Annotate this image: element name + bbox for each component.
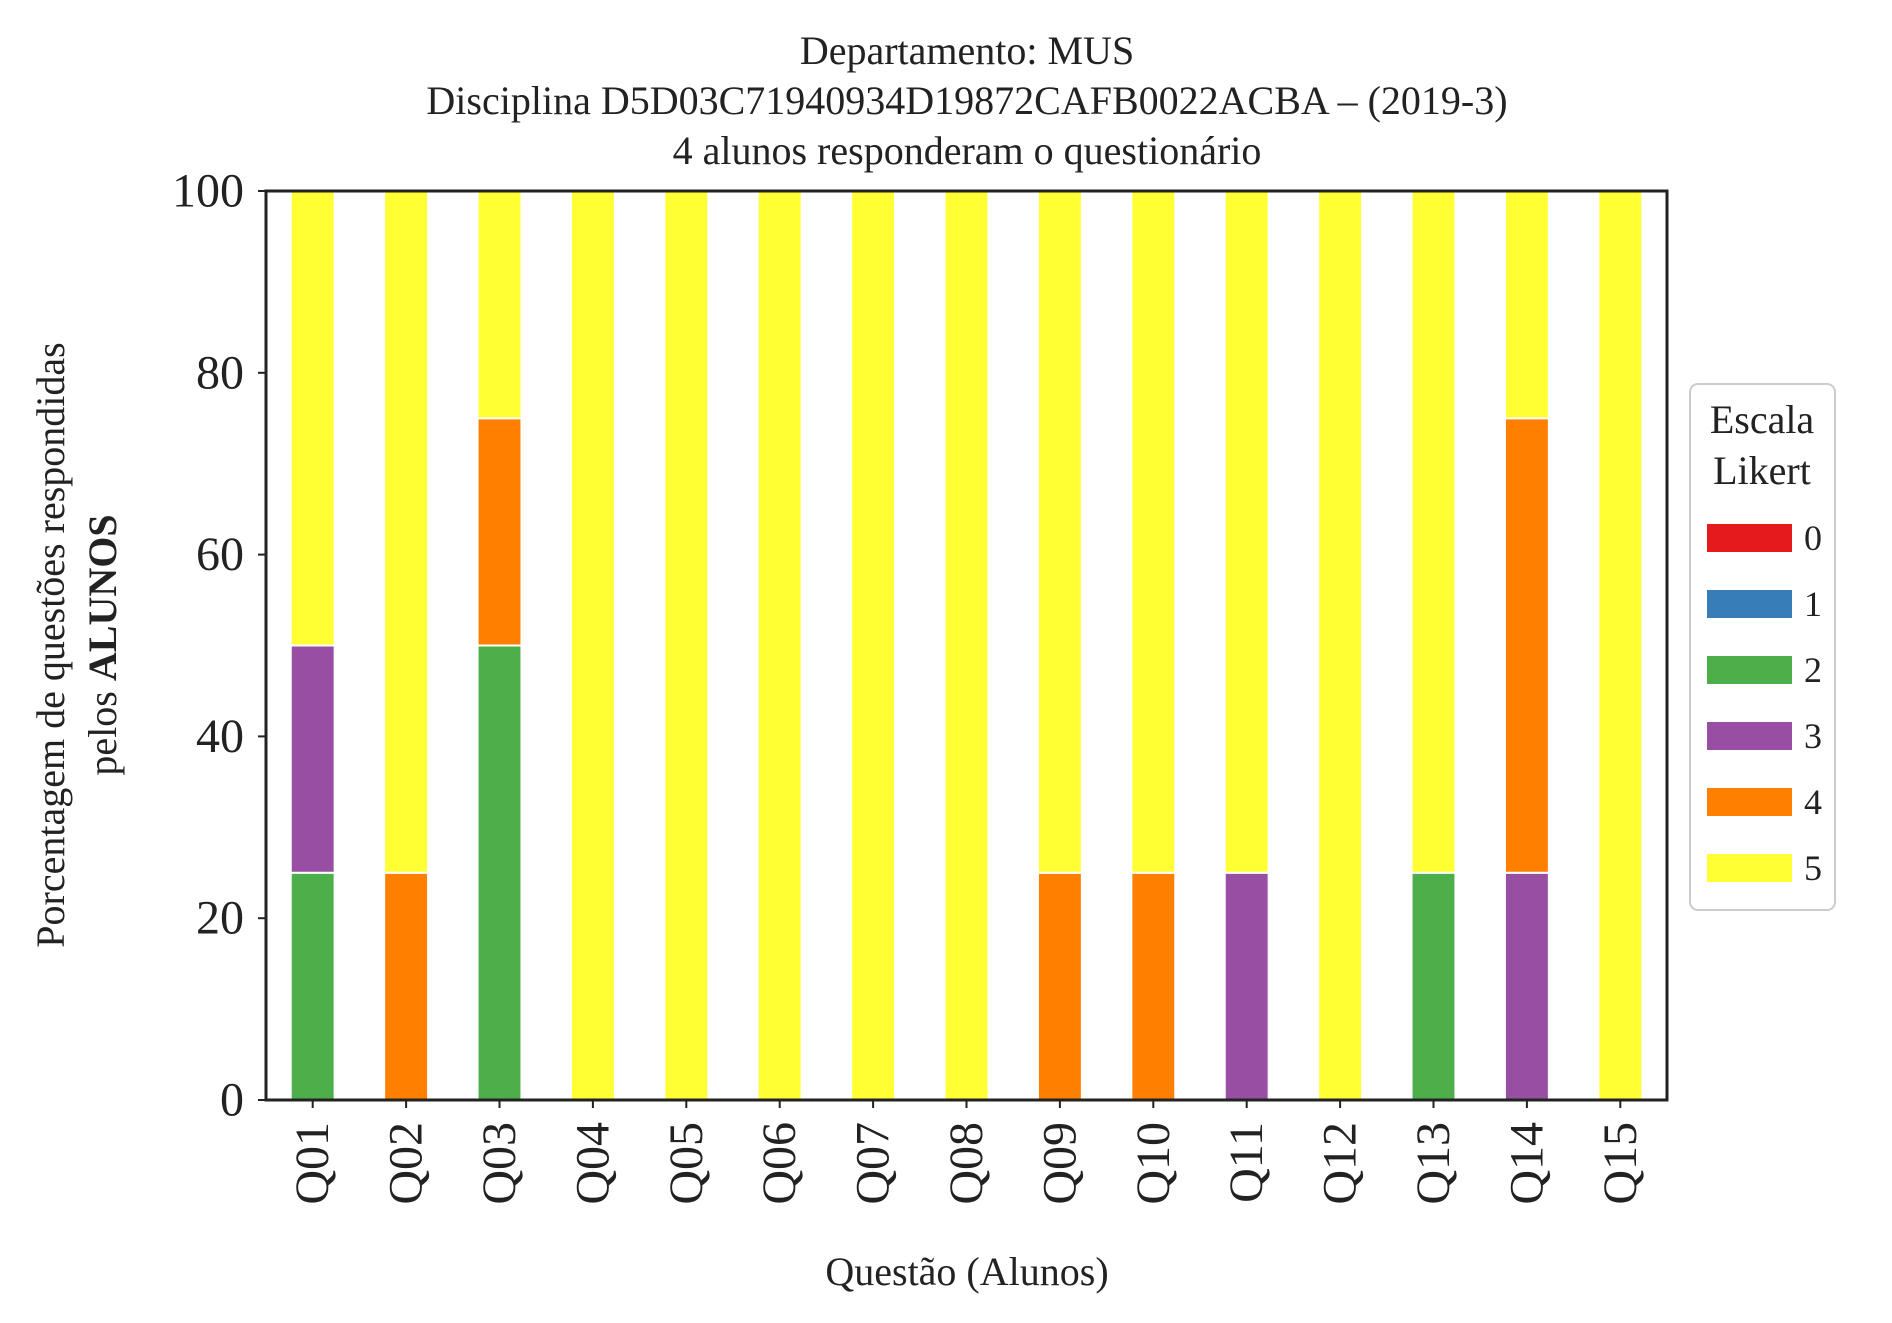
- legend-label-4: 4: [1804, 782, 1822, 822]
- legend-label-0: 0: [1804, 518, 1822, 558]
- x-tick-label: Q13: [1407, 1122, 1460, 1205]
- bar-Q05-likert-5: [663, 190, 710, 1101]
- bar-Q03-likert-2: [476, 644, 523, 1101]
- legend-swatch-0: [1707, 524, 1792, 552]
- legend-swatch-5: [1707, 854, 1792, 882]
- bars-group: [289, 190, 1644, 1101]
- chart-title-line-1: Departamento: MUS: [800, 28, 1134, 73]
- legend-frame: [1689, 383, 1836, 911]
- x-tick-label: Q02: [380, 1122, 433, 1205]
- bar-Q14-likert-3: [1503, 871, 1550, 1101]
- legend-label-2: 2: [1804, 650, 1822, 690]
- bar-Q01-likert-5: [289, 190, 336, 647]
- x-tick-label: Q03: [473, 1122, 526, 1205]
- bar-Q02-likert-4: [383, 871, 430, 1101]
- x-tick-label: Q04: [566, 1122, 619, 1205]
- bar-Q01-likert-2: [289, 871, 336, 1101]
- bar-Q10-likert-5: [1130, 190, 1177, 874]
- chart-title-line-2: Disciplina D5D03C71940934D19872CAFB0022A…: [426, 78, 1507, 123]
- y-tick-label: 80: [196, 346, 244, 399]
- legend-swatch-2: [1707, 656, 1792, 684]
- bar-Q07-likert-5: [850, 190, 897, 1101]
- legend: Escala Likert 0 1 2 3 4 5: [1689, 383, 1836, 911]
- y-axis-label-bold: ALUNOS: [80, 514, 125, 681]
- legend-swatch-4: [1707, 788, 1792, 816]
- bar-Q09-likert-4: [1036, 871, 1083, 1101]
- bar-Q02-likert-5: [383, 190, 430, 874]
- bar-Q04-likert-5: [569, 190, 616, 1101]
- bar-Q13-likert-2: [1410, 871, 1457, 1101]
- y-tick-label: 100: [172, 165, 244, 218]
- x-tick-label: Q07: [847, 1122, 900, 1205]
- legend-title-line-1: Escala: [1710, 397, 1815, 442]
- legend-label-3: 3: [1804, 716, 1822, 756]
- bar-Q08-likert-5: [943, 190, 990, 1101]
- x-tick-label: Q08: [940, 1122, 993, 1205]
- bar-Q03-likert-4: [476, 417, 523, 647]
- x-tick-label: Q15: [1594, 1122, 1647, 1205]
- x-tick-label: Q10: [1127, 1122, 1180, 1205]
- x-tick-label: Q11: [1220, 1122, 1273, 1203]
- bar-Q12-likert-5: [1317, 190, 1364, 1101]
- x-tick-label: Q14: [1500, 1122, 1553, 1205]
- bar-Q14-likert-4: [1503, 417, 1550, 874]
- legend-label-1: 1: [1804, 584, 1822, 624]
- bar-Q14-likert-5: [1503, 190, 1550, 420]
- y-tick-label: 20: [196, 892, 244, 945]
- legend-swatch-3: [1707, 722, 1792, 750]
- y-axis-label-prefix: pelos: [80, 681, 125, 775]
- plot-area-frame: [264, 189, 1669, 1102]
- bar-Q01-likert-3: [289, 644, 336, 874]
- y-axis-ticks: 0 20 40 60 80 100: [172, 165, 266, 1127]
- bar-Q03-likert-5: [476, 190, 523, 420]
- x-tick-label: Q12: [1314, 1122, 1367, 1205]
- chart-title-line-3: 4 alunos responderam o questionário: [673, 128, 1262, 173]
- x-tick-label: Q05: [660, 1122, 713, 1205]
- y-tick-label: 60: [196, 528, 244, 581]
- legend-label-5: 5: [1804, 848, 1822, 888]
- bar-Q11-likert-5: [1223, 190, 1270, 874]
- y-tick-label: 40: [196, 710, 244, 763]
- bar-Q09-likert-5: [1036, 190, 1083, 874]
- legend-swatch-1: [1707, 590, 1792, 618]
- bar-Q10-likert-4: [1130, 871, 1177, 1101]
- x-tick-label: Q09: [1033, 1122, 1086, 1205]
- bar-Q11-likert-3: [1223, 871, 1270, 1101]
- legend-title-line-2: Likert: [1713, 448, 1811, 493]
- chart-title: Departamento: MUS Disciplina D5D03C71940…: [426, 28, 1507, 173]
- y-tick-label: 0: [220, 1074, 244, 1127]
- bar-Q13-likert-5: [1410, 190, 1457, 874]
- y-axis-label: Porcentagem de questões respondidas pelo…: [28, 342, 125, 947]
- legend-items: 0 1 2 3 4 5: [1707, 518, 1822, 888]
- bar-Q06-likert-5: [756, 190, 803, 1101]
- x-tick-label: Q01: [286, 1122, 339, 1205]
- x-axis-ticks: Q01 Q02 Q03 Q04 Q05 Q06 Q07 Q08 Q09 Q10 Q11 Q12 Q13 Q…: [286, 1100, 1647, 1205]
- x-tick-label: Q06: [753, 1122, 806, 1205]
- y-axis-label-line-1: Porcentagem de questões respondidas: [28, 342, 73, 947]
- x-axis-label: Questão (Alunos): [825, 1249, 1108, 1294]
- y-axis-label-line-2: pelos ALUNOS: [80, 514, 125, 775]
- bar-Q15-likert-5: [1597, 190, 1644, 1101]
